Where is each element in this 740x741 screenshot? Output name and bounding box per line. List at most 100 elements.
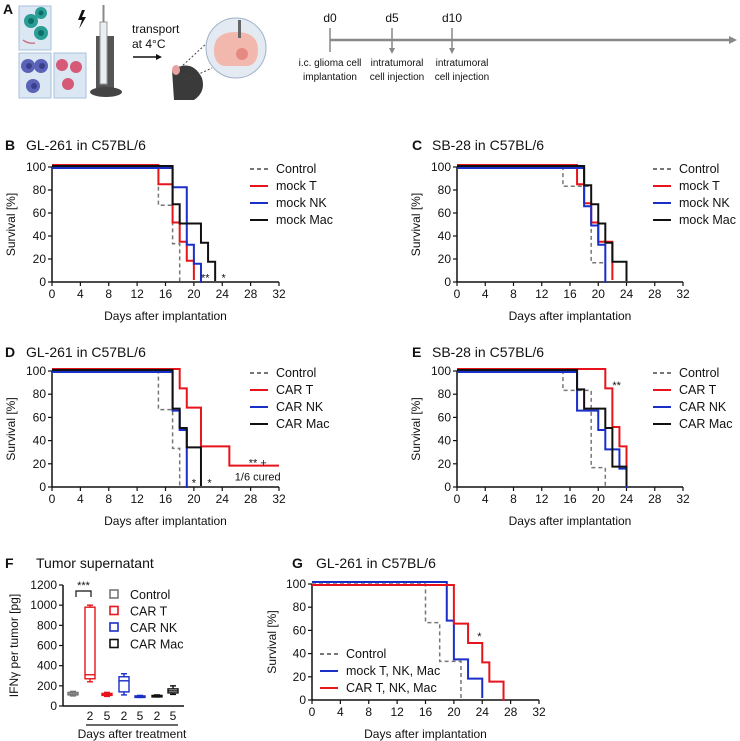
x-tick-label: 4 [482, 492, 489, 506]
y-tick-label: 200 [37, 679, 57, 693]
y-axis-label: Survival [%] [4, 193, 18, 256]
x-tick-label: 32 [272, 287, 286, 301]
x-tick-label: 12 [130, 287, 144, 301]
y-tick-label: 40 [438, 434, 452, 448]
x-axis-label: Days after implantation [104, 309, 227, 323]
y-tick-label: 20 [33, 457, 47, 471]
x-tick-label: 5 [137, 709, 144, 723]
y-tick-label: 100 [431, 364, 451, 378]
y-tick-label: 40 [293, 647, 307, 661]
x-tick-label: 16 [159, 287, 173, 301]
transport-label-line1: transport [132, 22, 180, 36]
x-tick-label: 28 [648, 492, 662, 506]
chart-title: GL-261 in C57BL/6 [26, 344, 146, 360]
y-tick-label: 20 [438, 457, 452, 471]
box [118, 676, 130, 693]
panel-b: B GL-261 in C57BL/6 0 4 8 12 16 20 24 28 32 0 20 40 60… [4, 137, 333, 323]
legend-swatch [109, 589, 119, 599]
survival-curve-mock-mac [457, 165, 628, 281]
x-tick-label: 0 [454, 287, 461, 301]
y-axis-label: IFNγ per tumor [pg] [7, 594, 21, 697]
legend-label: Control [679, 162, 719, 176]
survival-curve-car-t [52, 368, 279, 467]
y-tick-label: 0 [299, 693, 306, 707]
electroporation-bolt-icon [78, 10, 86, 29]
legend-label: CAR Mac [130, 638, 183, 652]
y-tick-label: 600 [37, 639, 57, 653]
x-tick-label: 24 [216, 492, 230, 506]
legend-label: mock NK [276, 196, 327, 210]
panel-c: C SB-28 in C57BL/6 0 4 8 12 16 20 24 28 32 0 20 40 60 8… [409, 137, 736, 323]
legend-label: CAR T, NK, Mac [346, 681, 437, 695]
panel-e: E SB-28 in C57BL/6 0 4 8 12 16 20 24 28 32 0 20 40 60 8… [409, 344, 732, 528]
x-tick-label: 20 [187, 492, 201, 506]
panel-letter: F [5, 555, 14, 571]
x-axis-label: Days after treatment [78, 727, 187, 741]
legend-label: CAR NK [679, 400, 727, 414]
y-tick-label: 80 [438, 183, 452, 197]
legend-swatch [109, 605, 119, 616]
y-tick-label: 60 [33, 206, 47, 220]
x-tick-label: 8 [105, 492, 112, 506]
y-tick-label: 60 [438, 206, 452, 220]
significance-annotation: * [222, 272, 227, 284]
x-tick-label: 32 [532, 705, 546, 719]
x-tick-label: 0 [309, 705, 316, 719]
cell-culture-illustration [18, 5, 87, 99]
x-tick-label: 24 [216, 287, 230, 301]
x-tick-label: 2 [87, 709, 94, 723]
survival-curve-mock-mac [52, 165, 217, 281]
x-tick-label: 0 [454, 492, 461, 506]
y-axis-label: Survival [%] [409, 397, 423, 460]
y-tick-label: 20 [438, 252, 452, 266]
y-tick-label: 60 [438, 410, 452, 424]
legend-label: mock Mac [679, 213, 736, 227]
survival-curve-car-nk [52, 371, 188, 488]
brain-injection-illustration [205, 17, 267, 79]
x-tick-label: 16 [563, 287, 577, 301]
transport-arrow [133, 54, 162, 60]
legend-label: Control [130, 588, 170, 602]
panel-letter: E [412, 344, 421, 360]
legend-label: CAR NK [130, 621, 178, 635]
x-tick-label: 2 [154, 709, 161, 723]
x-tick-label: 5 [104, 709, 111, 723]
y-tick-label: 0 [39, 275, 46, 289]
survival-curve-mock-t-nk-mac [312, 581, 484, 698]
x-tick-label: 32 [676, 287, 690, 301]
panel-letter: C [412, 137, 422, 153]
y-tick-label: 0 [50, 699, 57, 713]
y-tick-label: 100 [26, 160, 46, 174]
x-tick-label: 28 [648, 287, 662, 301]
y-tick-label: 60 [33, 410, 47, 424]
significance-annotation: * [477, 631, 482, 643]
x-axis-label: Days after implantation [509, 309, 632, 323]
panel-d: D GL-261 in C57BL/6 0 4 8 12 16 20 24 28 32 0 20 40 60… [4, 344, 329, 528]
panel-letter: B [5, 137, 15, 153]
significance-annotation: ** + [249, 458, 267, 470]
legend-label: CAR T [679, 383, 717, 397]
x-tick-label: 28 [504, 705, 518, 719]
panel-letter: D [5, 344, 15, 360]
x-tick-label: 32 [676, 492, 690, 506]
legend-label: mock T [276, 179, 317, 193]
panel-letter: G [292, 555, 303, 571]
survival-curve-mock-nk [52, 167, 202, 283]
panel-letter-a: A [3, 1, 13, 17]
x-tick-label: 20 [187, 287, 201, 301]
y-tick-label: 60 [293, 623, 307, 637]
legend-label: CAR Mac [276, 417, 329, 431]
y-tick-label: 40 [33, 229, 47, 243]
legend-label: CAR NK [276, 400, 324, 414]
y-tick-label: 100 [431, 160, 451, 174]
x-tick-label: 12 [535, 287, 549, 301]
x-tick-label: 8 [105, 287, 112, 301]
y-tick-label: 40 [438, 229, 452, 243]
y-tick-label: 400 [37, 659, 57, 673]
timeline: d0 d5 d10 i.c. glioma cell implantation … [299, 11, 737, 83]
electroporator-device [90, 5, 122, 97]
box [84, 606, 96, 680]
x-axis-label: Days after implantation [509, 514, 632, 528]
y-axis-label: Survival [%] [265, 610, 279, 673]
y-tick-label: 20 [33, 252, 47, 266]
